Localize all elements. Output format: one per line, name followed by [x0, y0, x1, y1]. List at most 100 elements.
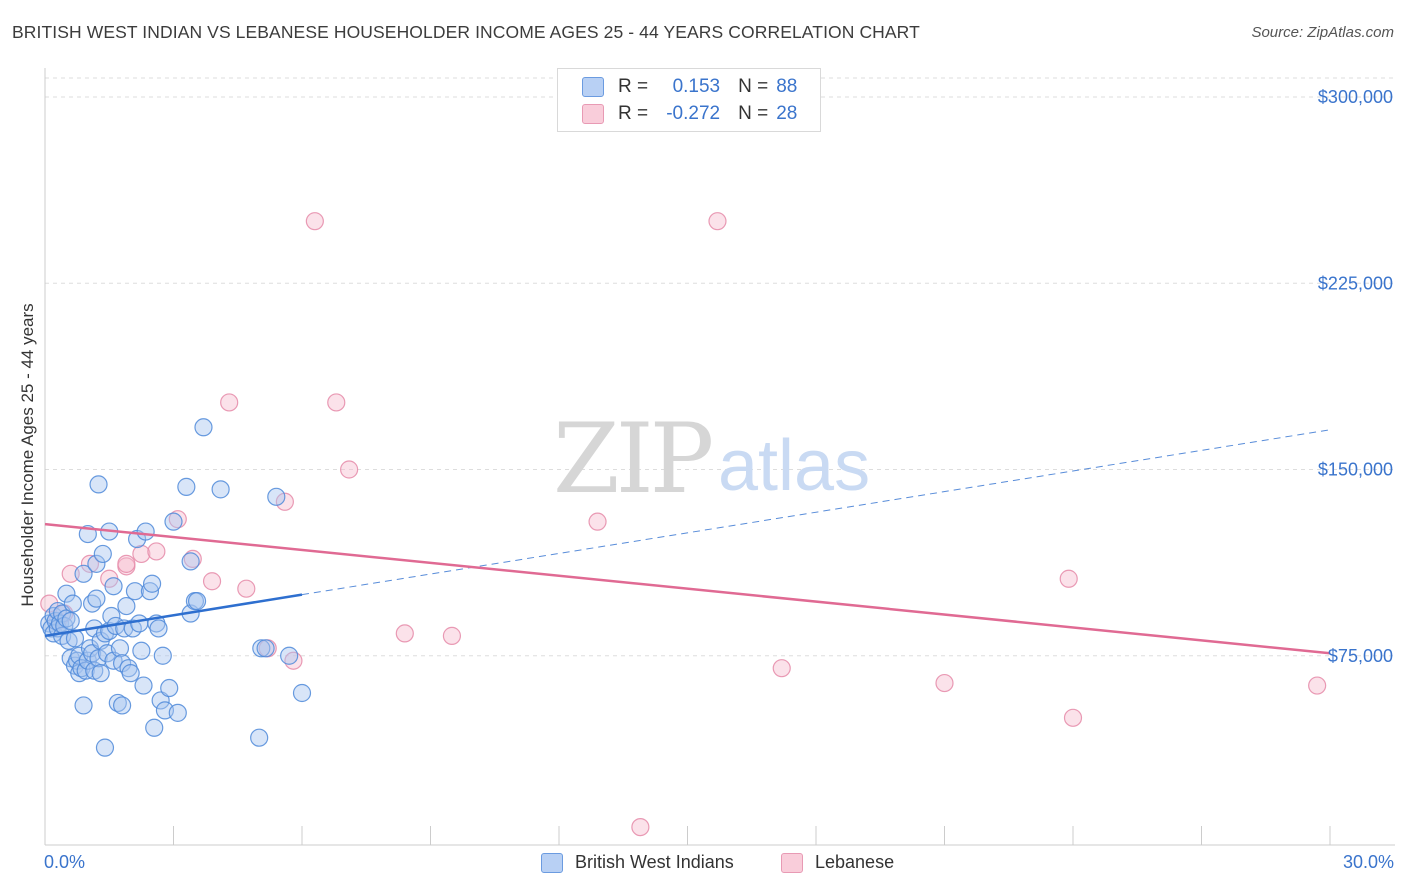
series-legend: British West Indians Lebanese	[0, 852, 1406, 876]
british-west-indians-point	[130, 614, 149, 633]
british-west-indians-point	[89, 649, 108, 668]
series-swatch-pink	[781, 852, 803, 873]
trend-lines	[44, 429, 1331, 655]
lebanese-point	[708, 212, 727, 231]
british-west-indians-point	[211, 480, 230, 499]
blue-trend-line	[44, 593, 303, 638]
british-west-indians-point	[256, 639, 275, 658]
lebanese-point	[275, 492, 294, 511]
y-axis-label: Householder Income Ages 25 - 44 years	[18, 303, 37, 607]
british-west-indians-point	[181, 552, 200, 571]
series-legend-british-west-indians[interactable]: British West Indians	[541, 852, 734, 873]
british-west-indians-point	[149, 619, 168, 638]
british-west-indians-point	[145, 718, 164, 737]
y-tick-labels: $75,000 $150,000 $225,000 $300,000	[1318, 87, 1393, 666]
british-west-indians-point	[112, 696, 132, 715]
british-west-indians-point	[177, 477, 196, 496]
lebanese-point	[220, 393, 239, 412]
british-west-indians-point	[267, 487, 286, 506]
british-west-indians-point	[250, 728, 269, 747]
y-tick-label: $225,000	[1318, 273, 1393, 293]
british-west-indians-point	[89, 475, 108, 494]
source-label: Source: ZipAtlas.com	[1251, 24, 1394, 41]
legend-n-value: 88	[776, 76, 798, 97]
british-west-indians-point	[87, 589, 106, 608]
british-west-indians-points	[40, 418, 312, 757]
lebanese-point	[327, 393, 346, 412]
british-west-indians-point	[187, 592, 207, 611]
lebanese-point	[1308, 676, 1327, 695]
british-west-indians-point	[134, 676, 153, 695]
british-west-indians-point	[280, 646, 299, 665]
lebanese-point	[305, 212, 324, 231]
lebanese-point	[588, 512, 607, 531]
series-swatch-blue	[541, 852, 563, 873]
series-legend-label: Lebanese	[815, 852, 895, 872]
british-west-indians-point	[91, 664, 110, 683]
legend-row-british-west-indians: R = 0.153 N = 88	[582, 74, 797, 100]
pink-trend-line	[44, 522, 1331, 655]
lebanese-point	[340, 460, 359, 479]
british-west-indians-point	[61, 611, 80, 631]
british-west-indians-point	[153, 646, 172, 665]
british-west-indians-point	[151, 691, 170, 710]
lebanese-point	[1059, 569, 1078, 588]
legend-r-value: -0.272	[666, 103, 721, 124]
british-west-indians-point	[164, 512, 183, 531]
lebanese-point	[80, 554, 100, 573]
lebanese-point	[935, 673, 954, 693]
watermark-atlas: atlas	[718, 426, 870, 506]
british-west-indians-point	[194, 418, 213, 437]
lebanese-point	[202, 572, 222, 591]
legend-n-label: N =	[738, 76, 769, 97]
chart-title: BRITISH WEST INDIAN VS LEBANESE HOUSEHOL…	[12, 22, 920, 42]
british-west-indians-point	[168, 703, 187, 722]
legend-r-label: R =	[618, 103, 649, 124]
british-west-indians-point	[136, 522, 155, 541]
axes	[44, 68, 1395, 846]
lebanese-points	[40, 212, 1327, 837]
british-west-indians-point	[125, 582, 145, 601]
legend-n-value: 28	[776, 103, 798, 124]
x-axis-max-label: 30.0%	[1342, 852, 1394, 872]
watermark-zip: ZIP	[553, 403, 712, 515]
british-west-indians-point	[104, 577, 123, 596]
british-west-indians-point	[63, 594, 82, 613]
legend-r-label: R =	[618, 76, 649, 97]
y-tick-label: $75,000	[1328, 646, 1393, 666]
british-west-indians-point	[74, 696, 93, 715]
legend-row-lebanese: R = -0.272 N = 28	[582, 101, 797, 127]
british-west-indians-point	[117, 596, 136, 616]
legend-swatch-pink	[582, 104, 604, 124]
lebanese-point	[395, 624, 414, 643]
grid-lines	[45, 77, 1395, 657]
british-west-indians-point	[252, 639, 271, 658]
series-legend-label: British West Indians	[575, 852, 734, 872]
lebanese-point	[1063, 708, 1083, 727]
british-west-indians-point	[142, 574, 162, 593]
y-tick-label: $150,000	[1318, 460, 1393, 480]
british-west-indians-point	[93, 544, 112, 564]
british-west-indians-point	[121, 664, 140, 683]
lebanese-point	[631, 817, 650, 837]
lebanese-point	[61, 564, 80, 583]
watermark: ZIP atlas	[553, 403, 870, 515]
british-west-indians-point	[110, 639, 130, 658]
y-tick-label: $300,000	[1318, 87, 1393, 107]
legend-r-value: 0.153	[672, 76, 721, 97]
lebanese-point	[147, 542, 166, 561]
lebanese-point	[117, 554, 136, 573]
british-west-indians-point	[140, 582, 160, 601]
lebanese-point	[442, 626, 462, 645]
lebanese-point	[183, 549, 202, 569]
x-axis-min-label: 0.0%	[44, 852, 86, 872]
british-west-indians-point	[95, 738, 115, 757]
stats-legend: R = 0.153 N = 88 R = -0.272 N = 28	[557, 68, 821, 132]
series-legend-lebanese[interactable]: Lebanese	[781, 852, 894, 873]
british-west-indians-point	[132, 641, 151, 660]
lebanese-point	[772, 659, 791, 678]
british-west-indians-point	[57, 584, 76, 603]
legend-n-label: N =	[738, 103, 769, 124]
british-west-indians-point	[292, 683, 312, 703]
